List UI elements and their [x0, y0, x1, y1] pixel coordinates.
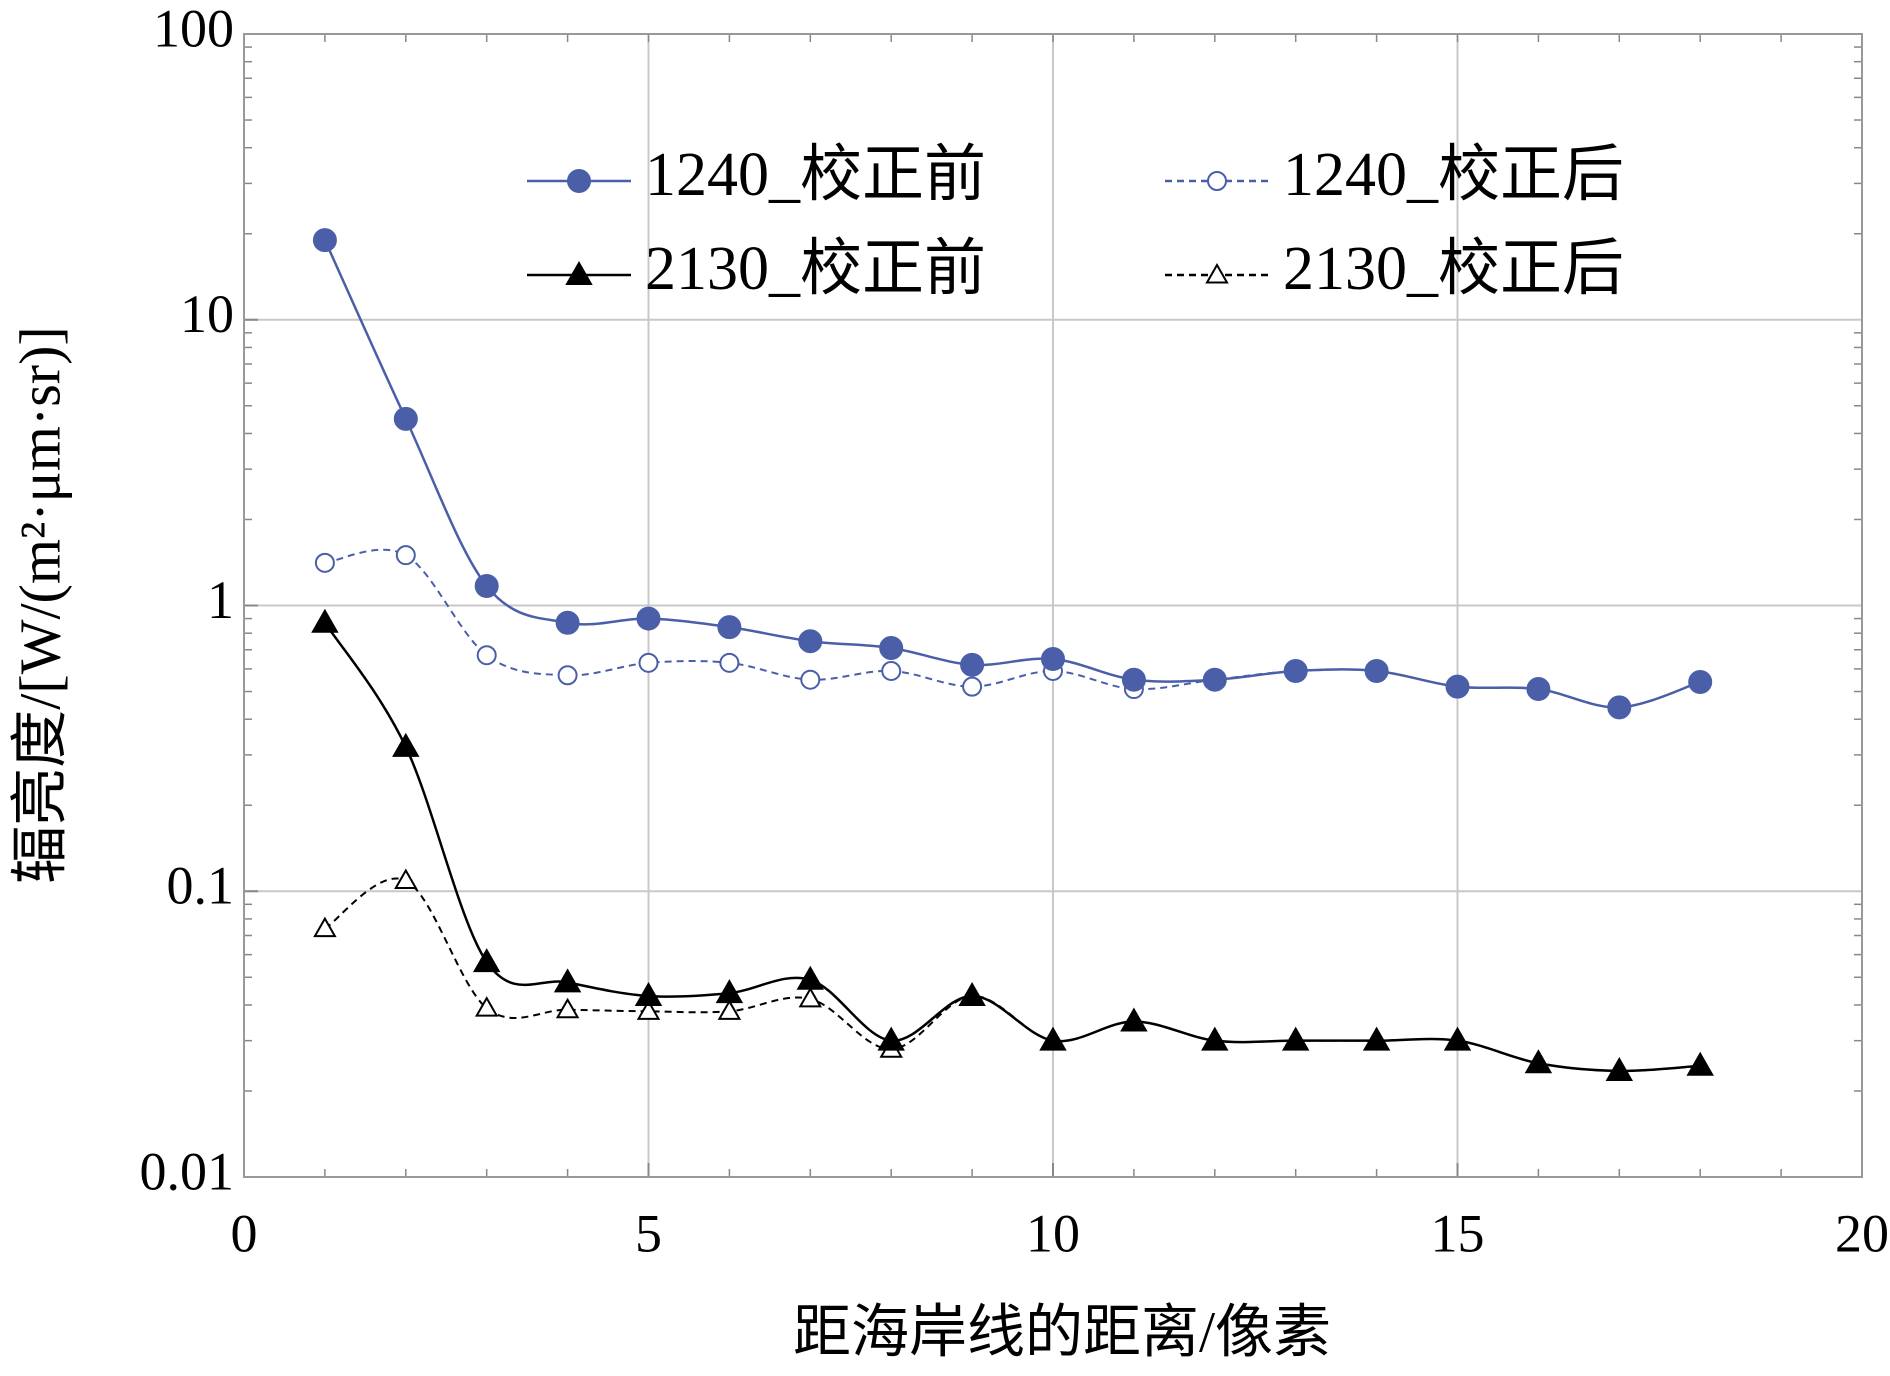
marker: [1120, 1007, 1148, 1032]
marker: [555, 610, 580, 635]
marker: [881, 660, 902, 681]
marker: [879, 636, 904, 661]
y-tick-label: 1: [207, 570, 234, 630]
x-tick-label: 20: [1835, 1203, 1889, 1263]
marker: [555, 997, 580, 1019]
y-tick-label: 10: [180, 284, 234, 344]
series-line: [324, 877, 1701, 1072]
marker: [877, 1026, 905, 1051]
marker: [476, 645, 497, 666]
x-tick-label: 15: [1431, 1203, 1485, 1263]
marker: [1526, 677, 1551, 702]
marker: [1281, 1026, 1310, 1051]
marker: [474, 574, 499, 599]
x-tick-label: 5: [635, 1203, 662, 1263]
y-tick-label: 100: [153, 0, 234, 58]
marker: [1445, 674, 1470, 699]
marker: [717, 615, 742, 640]
marker: [798, 986, 823, 1008]
marker: [960, 652, 985, 677]
marker: [958, 981, 986, 1006]
marker: [394, 868, 418, 890]
marker: [798, 629, 823, 654]
marker: [474, 996, 499, 1017]
marker: [1041, 646, 1065, 671]
marker: [1362, 1026, 1391, 1051]
x-tick-label: 0: [231, 1203, 258, 1263]
legend-label: 1240_校正前: [645, 141, 986, 209]
legend-label: 2130_校正前: [645, 235, 986, 303]
marker: [1607, 695, 1632, 720]
marker: [1283, 658, 1308, 683]
marker: [1688, 669, 1713, 694]
legend-label: 1240_校正后: [1283, 141, 1624, 209]
marker: [636, 999, 661, 1020]
legend-marker: [565, 260, 593, 285]
marker: [1686, 1051, 1714, 1076]
x-tick-label: 10: [1026, 1203, 1080, 1263]
marker: [1039, 1026, 1067, 1051]
marker: [313, 916, 337, 938]
marker: [1202, 667, 1227, 692]
marker: [392, 732, 420, 757]
marker: [715, 979, 744, 1004]
legend-label: 2130_校正后: [1283, 235, 1624, 303]
legend-marker: [567, 169, 591, 193]
legend-marker: [1205, 262, 1229, 284]
series-line: [324, 548, 1701, 709]
marker: [1443, 1026, 1472, 1051]
marker: [1364, 658, 1389, 683]
y-tick-label: 0.01: [140, 1141, 235, 1201]
series-line: [323, 239, 1701, 709]
marker: [1201, 1026, 1229, 1051]
marker: [634, 981, 663, 1006]
marker: [314, 552, 335, 573]
marker: [553, 968, 582, 993]
marker: [557, 665, 578, 686]
legend-marker: [1207, 171, 1227, 191]
marker: [1121, 667, 1146, 692]
marker: [962, 676, 983, 697]
plot-frame: [243, 33, 1863, 1178]
marker: [719, 652, 740, 673]
x-axis-title: 距海岸线的距离/像素: [793, 1299, 1331, 1364]
marker: [472, 948, 501, 973]
marker: [717, 999, 742, 1020]
marker: [395, 545, 416, 566]
marker: [636, 606, 661, 631]
marker: [1524, 1049, 1553, 1074]
marker: [638, 652, 659, 673]
marker: [796, 965, 825, 990]
y-axis-title: 辐亮度/[W/(m²·μm·sr)]: [7, 326, 72, 883]
marker: [393, 406, 418, 431]
marker: [1605, 1056, 1634, 1081]
marker: [800, 669, 821, 690]
marker: [311, 608, 339, 633]
y-tick-label: 0.1: [167, 856, 235, 916]
series-line: [323, 622, 1701, 1073]
marker: [312, 228, 337, 253]
